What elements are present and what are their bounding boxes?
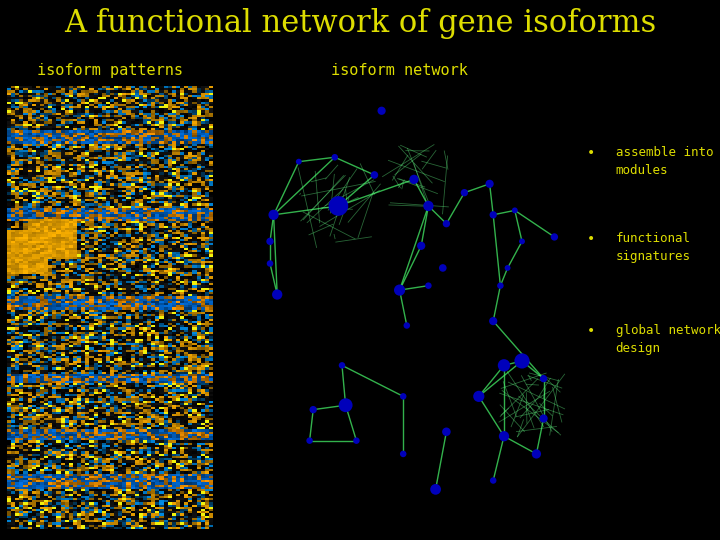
- Point: [549, 233, 560, 241]
- Point: [423, 201, 434, 210]
- Point: [502, 264, 513, 272]
- Text: isoform network: isoform network: [331, 63, 468, 78]
- Point: [271, 290, 283, 299]
- Text: •: •: [587, 232, 595, 246]
- Point: [495, 281, 506, 290]
- Point: [329, 153, 341, 161]
- Point: [516, 237, 528, 246]
- Text: functional
signatures: functional signatures: [616, 232, 690, 263]
- Point: [487, 476, 499, 485]
- Point: [487, 317, 499, 326]
- Point: [498, 361, 510, 370]
- Text: •: •: [587, 146, 595, 160]
- Point: [423, 281, 434, 290]
- Point: [473, 392, 485, 401]
- Point: [516, 356, 528, 365]
- Point: [268, 211, 279, 219]
- Text: isoform patterns: isoform patterns: [37, 63, 183, 78]
- Point: [538, 414, 549, 423]
- Text: •: •: [587, 324, 595, 338]
- Point: [401, 321, 413, 330]
- Point: [430, 485, 441, 494]
- Text: global network
design: global network design: [616, 324, 720, 355]
- Point: [397, 392, 409, 401]
- Point: [304, 436, 315, 445]
- Point: [509, 206, 521, 215]
- Point: [437, 264, 449, 272]
- Point: [307, 406, 319, 414]
- Point: [264, 237, 276, 246]
- Point: [484, 179, 495, 188]
- Point: [264, 259, 276, 268]
- Point: [538, 374, 549, 383]
- Point: [498, 432, 510, 441]
- Point: [336, 361, 348, 370]
- Point: [459, 188, 470, 197]
- Point: [415, 241, 427, 250]
- Point: [351, 436, 362, 445]
- Point: [369, 171, 380, 179]
- Point: [441, 219, 452, 228]
- Text: assemble into
modules: assemble into modules: [616, 146, 713, 177]
- Point: [441, 428, 452, 436]
- Point: [397, 450, 409, 458]
- Point: [376, 106, 387, 115]
- Point: [487, 211, 499, 219]
- Point: [293, 157, 305, 166]
- Point: [531, 450, 542, 458]
- Point: [333, 201, 344, 210]
- Point: [340, 401, 351, 409]
- Point: [408, 175, 420, 184]
- Text: A functional network of gene isoforms: A functional network of gene isoforms: [64, 8, 656, 39]
- Point: [394, 286, 405, 294]
